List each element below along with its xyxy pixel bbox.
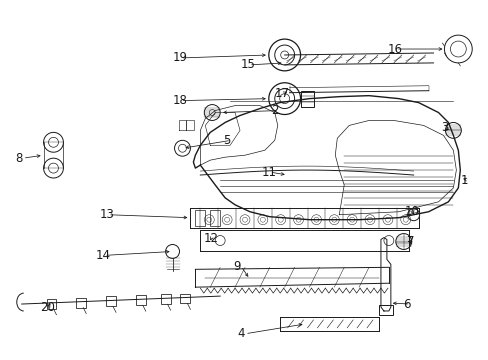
Text: 15: 15	[241, 58, 255, 71]
Text: 20: 20	[41, 301, 55, 314]
Text: 19: 19	[172, 51, 187, 64]
Text: 4: 4	[237, 327, 244, 340]
Text: 6: 6	[402, 297, 409, 311]
Bar	[106, 297, 116, 306]
Text: 12: 12	[203, 232, 218, 245]
Bar	[161, 294, 170, 304]
Text: 13: 13	[100, 208, 115, 221]
Text: 10: 10	[404, 205, 419, 218]
Text: 14: 14	[96, 249, 111, 262]
Text: 16: 16	[387, 42, 402, 55]
Text: 3: 3	[441, 121, 448, 134]
Bar	[210, 210, 220, 226]
Text: 9: 9	[233, 260, 240, 273]
Text: 8: 8	[15, 152, 22, 165]
Bar	[46, 299, 56, 309]
Bar	[76, 298, 86, 307]
Text: 18: 18	[172, 94, 187, 107]
Text: 5: 5	[223, 134, 230, 147]
Text: 11: 11	[262, 166, 276, 179]
Bar	[180, 293, 190, 303]
Bar	[195, 210, 205, 226]
Text: 7: 7	[406, 235, 413, 248]
Text: 2: 2	[270, 104, 278, 117]
Bar	[300, 91, 314, 107]
Text: 1: 1	[459, 174, 467, 186]
Text: 17: 17	[274, 87, 289, 100]
Bar	[136, 295, 145, 305]
Bar	[378, 305, 392, 315]
